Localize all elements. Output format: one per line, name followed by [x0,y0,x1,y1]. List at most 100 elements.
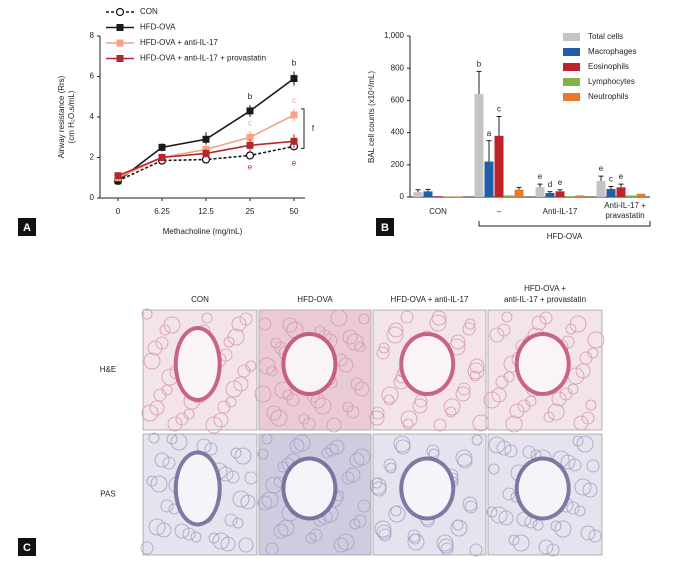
alveolus [217,400,231,414]
marker [158,154,166,161]
alveolus [455,386,471,402]
alveolus [146,475,158,487]
airway-lumen [285,460,334,517]
x-tick-label: 6.25 [154,207,170,216]
alveolus [489,327,505,343]
alveolus [457,453,473,469]
alveolus [346,405,360,419]
alveolus [550,520,562,532]
alveolus [574,478,592,496]
alveolus [376,346,390,360]
alveolus [400,310,414,324]
alveolus [486,506,498,518]
error-bar [496,116,502,136]
alveolus [258,317,272,331]
bar [555,191,565,197]
legend-swatch [563,48,580,56]
bracket [301,108,305,149]
panel-label: C [23,542,31,554]
alveolus [309,528,323,542]
alveolus [245,360,257,372]
marker [245,151,255,160]
alveolus [580,525,596,541]
alveolus [350,377,364,391]
column-header: anti-IL-17 + provastatin [504,295,586,304]
airway-lumen [518,336,567,392]
error-bar [618,183,624,188]
alveolus [407,529,421,543]
alveolus [354,341,366,353]
x-tick-label: 12.5 [198,207,214,216]
annotation: e [619,172,624,181]
alveolus [190,531,202,543]
bar [545,192,555,197]
alveolus [409,533,421,545]
alveolus [483,391,501,409]
alveolus [378,528,392,542]
alveolus [148,432,160,444]
annotation: e [538,172,543,181]
alveolus [452,519,464,531]
alveolus [551,391,567,407]
alveolus [467,362,485,380]
airway-lumen [518,460,567,517]
alveolus [374,520,392,538]
alveolus [471,434,483,446]
error-bar [415,189,421,193]
alveolus [358,313,370,325]
alveolus [402,418,414,430]
x-tick-label: 50 [290,207,299,216]
alveolus [321,447,333,459]
column-header: CON [191,295,209,304]
alveolus [150,475,168,493]
alveolus [234,447,252,465]
bar [474,93,484,197]
bar [494,135,504,197]
airway-lumen [177,454,218,523]
legend-label: Lymphocytes [588,77,635,86]
y-tick-label: 200 [391,160,405,169]
panel-badge [18,218,36,236]
alveolus [342,401,354,413]
annotation: c [248,118,252,127]
marker [246,107,254,115]
label-line: pravastatin [605,211,644,220]
annotation: c [609,175,613,184]
alveolus [277,461,289,473]
alveolus [305,532,317,544]
alveolus [522,445,536,459]
alveolus [502,487,516,501]
error-bar [537,183,543,188]
y-axis-label: Airway resistance (Rrs) [57,75,66,158]
marker [202,149,210,157]
alveolus [143,352,161,370]
alveolus [491,387,507,403]
alveolus [329,439,345,455]
alveolus [238,537,254,553]
alveolus [532,519,544,531]
bar [596,180,606,197]
alveolus [170,433,188,451]
bar [433,196,443,197]
legend-swatch [563,33,580,41]
column-header: HFD-OVA + [524,284,566,293]
y-tick-label: 4 [90,112,95,121]
alveolus [390,505,402,517]
alveolus [488,463,500,475]
panel-label: B [381,222,389,234]
alveolus [438,538,454,554]
alveolus [270,409,288,427]
alveolus [505,415,523,433]
alveolus [546,543,560,557]
alveolus [345,467,361,483]
row-label: PAS [100,490,115,499]
alveolus [223,336,235,348]
airway-lumen [177,330,218,398]
panel-label: A [23,222,31,234]
alveolus [212,532,230,550]
alveolus [445,406,457,418]
x-tick-label: Anti-IL-17 + pravastatin [604,201,646,220]
error-bar [486,140,492,162]
alveolus [349,518,361,530]
